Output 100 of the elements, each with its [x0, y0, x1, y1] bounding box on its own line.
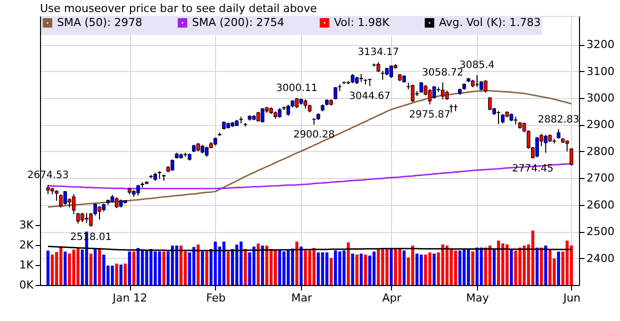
legend-label: Avg. Vol (K): 1.783 [439, 16, 541, 29]
candlestick [204, 146, 209, 158]
candlestick [76, 212, 80, 224]
bar [110, 266, 114, 285]
bar [180, 246, 183, 285]
bar [205, 251, 208, 285]
bar [557, 252, 560, 285]
bar [124, 264, 127, 285]
bar [261, 246, 264, 285]
bar [196, 244, 200, 285]
candlestick [304, 98, 308, 110]
bar [59, 247, 62, 285]
bar [466, 248, 470, 285]
bar [355, 254, 358, 285]
bar [94, 248, 97, 285]
candlestick [98, 206, 102, 220]
bar [398, 248, 402, 285]
annotation: 3058.72 [422, 67, 464, 78]
candlestick [278, 108, 282, 118]
x-tick-label: Jun [562, 292, 581, 304]
bar [128, 252, 132, 285]
bar [274, 250, 277, 285]
annotation: 2975.87 [409, 109, 451, 120]
annotation: 2882.83 [538, 114, 580, 126]
bar [300, 246, 303, 285]
y-tick-label: 2800 [586, 144, 614, 158]
bar [536, 248, 539, 285]
bar [540, 248, 543, 285]
bar [351, 254, 354, 285]
candlestick [334, 86, 338, 100]
bar [46, 250, 50, 285]
bar [265, 246, 268, 285]
y-tick-label: 3000 [586, 92, 614, 105]
bar [226, 251, 230, 285]
candlestick [46, 184, 50, 195]
bar [136, 248, 140, 285]
bar [372, 252, 376, 285]
y2-tick-label: 1K [19, 258, 34, 272]
bar [441, 244, 444, 285]
bar [321, 252, 324, 285]
bar [432, 254, 436, 285]
bar [462, 250, 466, 285]
bar [544, 246, 548, 285]
y-tick-label: 3200 [586, 38, 614, 52]
bar [471, 251, 474, 285]
candlestick [84, 212, 88, 224]
bar [154, 251, 157, 285]
bar [510, 250, 513, 285]
candlestick [496, 110, 500, 125]
bar [214, 242, 217, 285]
legend-label: Vol: 1.98K [334, 16, 390, 29]
bar [170, 246, 174, 285]
bar [119, 264, 122, 285]
bar [145, 250, 148, 285]
candlestick [535, 136, 539, 158]
bar [256, 244, 260, 285]
bar [252, 246, 256, 285]
bar [566, 240, 569, 285]
bar [235, 244, 238, 285]
x-tick-label: Apr [382, 292, 402, 304]
legend-label: SMA (200): 2754 [192, 16, 284, 29]
y2-tick-label: 3K [19, 218, 34, 232]
y2-tick-label: 0K [19, 278, 34, 292]
bar [330, 258, 333, 285]
candlestick [556, 128, 560, 140]
bar [98, 248, 101, 285]
bar [501, 243, 504, 285]
bar [132, 252, 136, 285]
bar [492, 250, 496, 285]
legend-label: SMA (50): 2978 [57, 16, 142, 29]
bar [364, 254, 367, 285]
annotation: 3044.67 [349, 91, 390, 102]
bar [394, 248, 398, 285]
bar [334, 250, 337, 285]
candlestick [475, 74, 479, 88]
bar [360, 254, 363, 285]
bar [325, 252, 328, 285]
bar [200, 251, 204, 285]
bar [518, 248, 522, 285]
bar [346, 242, 350, 285]
bar [411, 246, 414, 285]
bar [286, 250, 290, 285]
bar [376, 250, 380, 285]
x-tick-label: Feb [206, 292, 226, 304]
candlestick [136, 184, 140, 196]
candlestick [54, 190, 58, 202]
candlestick [440, 82, 445, 100]
bar [162, 251, 166, 285]
candlestick [260, 108, 264, 124]
candlestick [565, 140, 569, 152]
bar [428, 252, 432, 285]
bar [458, 250, 462, 285]
y-tick-label: 3100 [586, 64, 614, 78]
bar [381, 249, 384, 285]
bar [50, 254, 54, 285]
bar [72, 250, 76, 285]
x-tick-label: May [466, 292, 490, 304]
bar [270, 249, 273, 285]
bar [476, 248, 479, 285]
candlestick [445, 90, 449, 100]
